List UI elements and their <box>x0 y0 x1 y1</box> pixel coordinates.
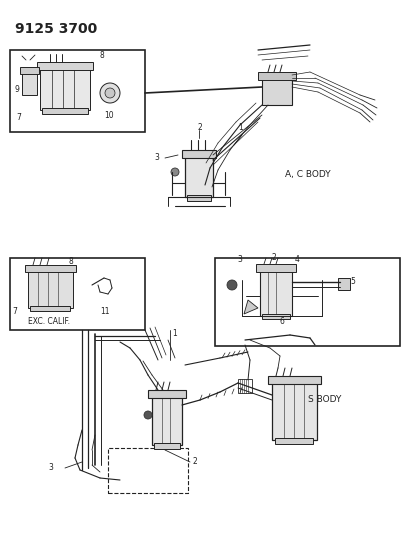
Text: 1: 1 <box>172 328 177 337</box>
Text: 3: 3 <box>154 154 159 163</box>
Bar <box>268 376 321 384</box>
Bar <box>182 150 216 158</box>
Bar <box>275 438 313 444</box>
Bar <box>25 265 76 272</box>
Bar <box>28 268 73 308</box>
Text: 10: 10 <box>104 111 113 120</box>
Bar <box>148 390 186 398</box>
Text: 3: 3 <box>48 464 53 472</box>
Bar <box>42 108 88 114</box>
Bar <box>37 62 93 70</box>
Bar <box>258 72 296 80</box>
Text: 8: 8 <box>99 52 104 61</box>
Circle shape <box>227 280 237 290</box>
Bar <box>256 264 296 272</box>
Text: 1: 1 <box>238 124 243 133</box>
Bar <box>185 155 213 197</box>
Text: 6: 6 <box>280 318 285 327</box>
Bar <box>20 67 39 74</box>
Text: 3: 3 <box>237 255 242 264</box>
Text: 4: 4 <box>295 255 300 264</box>
Text: 5: 5 <box>350 278 355 287</box>
Bar <box>108 448 188 493</box>
Text: 8: 8 <box>68 257 73 266</box>
Text: A, C BODY: A, C BODY <box>285 171 330 180</box>
Bar <box>10 258 145 330</box>
Bar <box>238 379 252 393</box>
Text: S BODY: S BODY <box>308 395 342 405</box>
Bar <box>262 314 290 319</box>
Bar <box>187 195 211 201</box>
Polygon shape <box>244 300 258 314</box>
Circle shape <box>105 88 115 98</box>
Bar <box>272 380 317 440</box>
Circle shape <box>100 83 120 103</box>
Text: EXC. CALIF.: EXC. CALIF. <box>28 318 70 327</box>
Text: 2: 2 <box>272 254 277 262</box>
Bar <box>30 306 70 311</box>
Bar <box>152 395 182 445</box>
Text: 7: 7 <box>16 114 21 123</box>
Bar <box>10 50 145 132</box>
Text: 7: 7 <box>12 308 17 317</box>
Bar <box>260 268 292 316</box>
Bar <box>338 278 350 290</box>
Bar <box>154 443 180 449</box>
Text: 9: 9 <box>14 85 19 94</box>
Text: 2: 2 <box>197 123 202 132</box>
Bar <box>22 70 37 95</box>
Bar <box>40 65 90 110</box>
Circle shape <box>144 411 152 419</box>
Text: 11: 11 <box>100 308 109 317</box>
Circle shape <box>171 168 179 176</box>
Text: 2: 2 <box>192 457 197 466</box>
Bar <box>262 75 292 105</box>
Bar <box>215 258 400 346</box>
Text: 9125 3700: 9125 3700 <box>15 22 97 36</box>
